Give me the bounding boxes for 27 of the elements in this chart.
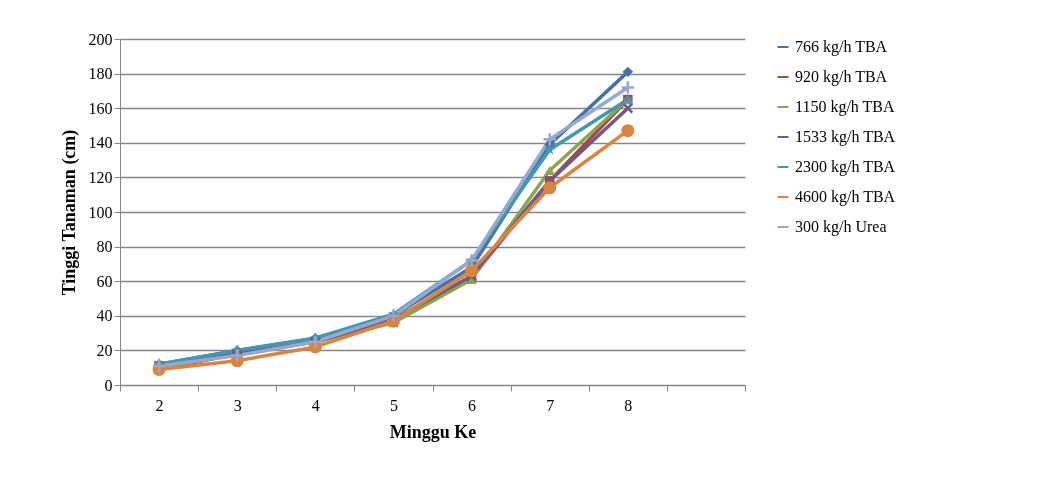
y-tick-label: 20	[96, 341, 113, 359]
legend-label: 2300 kg/h TBA	[795, 158, 896, 176]
x-axis-title: Minggu Ke	[389, 421, 477, 442]
legend-label: 300 kg/h Urea	[795, 218, 887, 236]
y-tick-label: 200	[88, 30, 113, 48]
x-tick-label: 6	[468, 396, 477, 414]
y-tick-label: 100	[88, 203, 113, 221]
y-tick-label: 180	[88, 65, 113, 83]
legend-label: 1150 kg/h TBA	[795, 98, 896, 116]
x-tick-label: 5	[389, 396, 398, 414]
y-tick-label: 140	[88, 134, 113, 152]
y-tick-label: 60	[96, 272, 113, 290]
x-tick-label: 4	[311, 396, 320, 414]
legend-label: 1533 kg/h TBA	[795, 128, 896, 146]
x-tick-label: 7	[546, 396, 555, 414]
x-tick-label: 8	[624, 396, 633, 414]
x-tick-label: 2	[155, 396, 164, 414]
legend-label: 766 kg/h TBA	[795, 38, 888, 56]
y-tick-label: 80	[96, 238, 113, 256]
x-tick-label: 3	[233, 396, 242, 414]
y-tick-label: 120	[88, 168, 113, 186]
legend-label: 920 kg/h TBA	[795, 68, 888, 86]
y-tick-label: 160	[88, 99, 113, 117]
y-tick-label: 0	[104, 376, 113, 394]
y-axis-title: Tinggi Tanaman (cm)	[58, 129, 80, 296]
y-tick-label: 40	[96, 307, 113, 325]
legend-label: 4600 kg/h TBA	[795, 188, 896, 206]
